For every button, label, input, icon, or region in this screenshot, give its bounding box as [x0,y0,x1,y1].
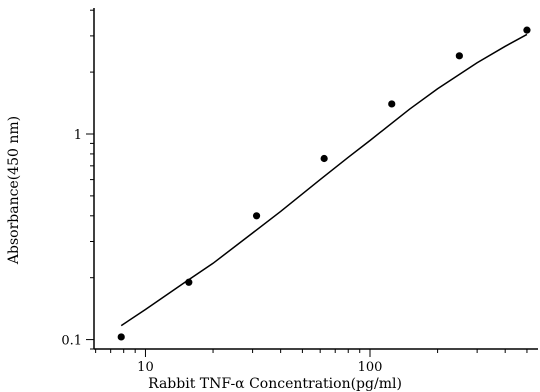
y-tick-label: 0.1 [61,334,82,349]
data-points-layer [117,26,531,341]
x-tick-label: 100 [358,360,383,375]
data-point [185,278,193,286]
fit-curve-layer [120,33,528,327]
tick-marks [86,9,528,357]
fit-curve [120,33,528,327]
x-tick-label: 10 [137,360,154,375]
y-axis-label: Absorbance(450 nm) [6,116,22,265]
data-point [252,212,261,220]
data-point [388,100,396,108]
x-axis-label: Rabbit TNF-α Concentration(pg/ml) [148,376,402,392]
axes [93,8,538,350]
data-point [117,333,125,341]
data-point [455,52,463,60]
data-point [320,154,328,163]
data-point [523,26,531,34]
y-tick-label: 1 [74,128,82,143]
tick-labels: 10 100 0.1 1 [61,128,382,375]
